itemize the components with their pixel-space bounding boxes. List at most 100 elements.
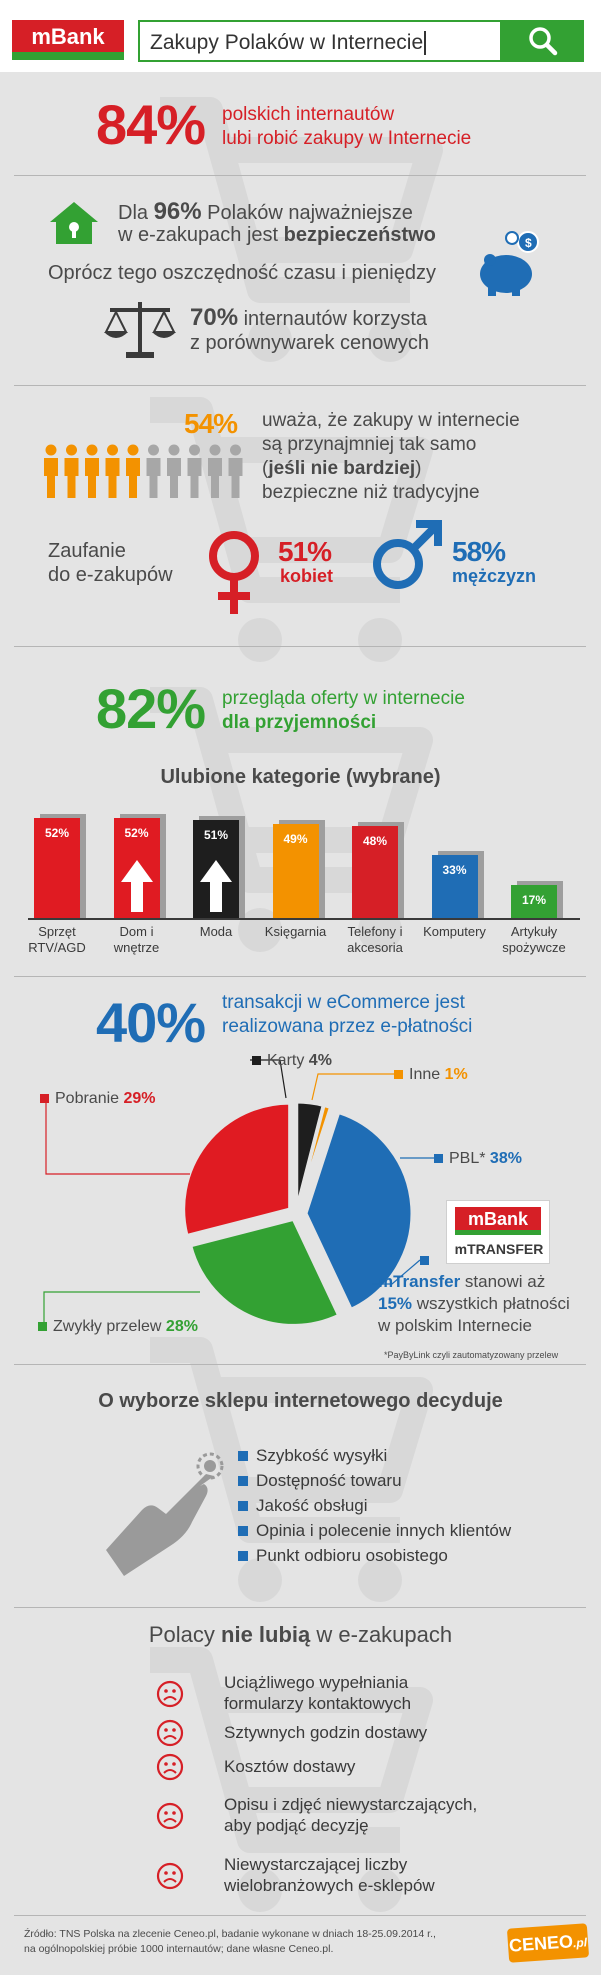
up-arrow-icon: [200, 860, 232, 912]
pie-leader-line: [372, 1259, 421, 1285]
bullet-square: [238, 1451, 248, 1461]
bar-value-label: 49%: [283, 831, 308, 846]
pbl-footnote: *PayByLink czyli zautomatyzowany przelew: [384, 1350, 559, 1360]
female-symbol-icon: [209, 531, 259, 614]
stat-82-line2: dla przyjemności: [222, 712, 377, 733]
bar-value-label: 52%: [44, 826, 70, 840]
savings-line: Oprócz tego oszczędność czasu i pieniędz…: [48, 262, 436, 284]
stat-84-line1: polskich internautów: [222, 104, 395, 125]
sad-face-icon: [156, 1719, 184, 1747]
person-icon: [64, 444, 79, 498]
pie-leader-line: [43, 1291, 200, 1322]
text-caret: [424, 31, 427, 56]
pie-label-karty: Karty 4%: [252, 1052, 332, 1070]
piggy-bank-icon: $: [480, 231, 539, 296]
dislike-item: Uciążliwego wypełniania formularzy kontak…: [224, 1673, 412, 1713]
pie-slice: [188, 1217, 341, 1327]
trust-label-line1: Zaufanie: [48, 540, 126, 562]
mtransfer-marker: [420, 1256, 429, 1265]
stat-40-pct: 40%: [96, 991, 206, 1054]
person-icon: [105, 444, 120, 498]
dislike-item: Kosztów dostawy: [224, 1757, 356, 1776]
male-symbol-icon: [373, 520, 442, 589]
stat-84-line2: lubi robić zakupy w Internecie: [222, 128, 472, 149]
bullet-square: [238, 1476, 248, 1486]
source-line1: Źródło: TNS Polska na zlecenie Ceneo.pl,…: [24, 1928, 436, 1940]
svg-text:$: $: [525, 236, 532, 250]
mtransfer-logo-bottom: mTRANSFER: [454, 1241, 544, 1257]
divider: [14, 1364, 586, 1365]
pie-slice: [304, 1110, 414, 1312]
stat-40-line2: realizowana przez e-płatności: [222, 1016, 473, 1037]
bar: [431, 854, 478, 918]
security-line1: Dla 96% Polaków najważniejsze: [118, 198, 413, 225]
bullet-square: [238, 1501, 248, 1511]
sad-face-icon: [156, 1753, 184, 1781]
cart-watermark-icon: [150, 1337, 433, 1602]
choice-criterion-item: Punkt odbioru osobistego: [238, 1546, 448, 1566]
bar-category-label: Komputery: [423, 924, 486, 939]
stat-82-pct: 82%: [96, 677, 206, 740]
mtransfer-line2: 15% wszystkich płatności: [378, 1294, 570, 1313]
trust-label-line2: do e-zakupów: [48, 564, 173, 586]
source-line2: na ogólnopolskiej próbie 1000 internautó…: [24, 1943, 334, 1955]
women-label: kobiet: [280, 566, 334, 586]
bar-chart-title: Ulubione kategorie (wybrane): [160, 766, 441, 788]
person-icon: [146, 444, 161, 498]
header-bar: mBank Zakupy Polaków w Internecie: [0, 0, 601, 72]
bar-category-label: Dom i wnętrze: [113, 924, 160, 955]
sad-face-icon: [156, 1802, 184, 1830]
divider: [14, 175, 586, 176]
bar-value-label: 51%: [203, 827, 229, 842]
up-arrow-icon: [120, 860, 153, 912]
mtransfer-logo: mBank mTRANSFER: [446, 1200, 550, 1264]
search-button[interactable]: [502, 20, 584, 62]
bar: [272, 823, 319, 918]
choice-criterion-item: Opinia i polecenie innych klientów: [238, 1521, 511, 1541]
person-icon: [167, 444, 181, 498]
cart-watermark-icon: [160, 97, 443, 362]
divider: [14, 385, 586, 386]
dislike-item: Sztywnych godzin dostawy: [224, 1723, 428, 1742]
bar-value-label: 33%: [442, 862, 467, 877]
person-icon: [126, 444, 140, 498]
pie-label-pbl: PBL* 38%: [434, 1150, 522, 1168]
cart-watermark-icon: [150, 397, 433, 662]
bar-value-label: 17%: [521, 893, 547, 908]
house-lock-icon: [50, 202, 98, 244]
pie-label-pobranie: Pobranie 29%: [40, 1090, 156, 1108]
bar-value-label: 52%: [124, 826, 149, 840]
bullet-square: [238, 1526, 248, 1536]
safety-line2: są przynajmniej tak samo: [262, 434, 477, 455]
comparison-line1: 70% internautów korzysta: [190, 304, 428, 331]
divider: [14, 1607, 586, 1608]
stat-82-line1: przegląda oferty w internecie: [222, 688, 465, 709]
search-input[interactable]: Zakupy Polaków w Internecie: [138, 20, 502, 62]
bar-category-label: Sprzęt RTV/AGD: [28, 924, 86, 955]
ceneo-logo: CENEO.pl: [506, 1923, 590, 1963]
pie-chart: [43, 1059, 434, 1327]
bullet-square: [238, 1551, 248, 1561]
choice-criterion-item: Jakość obsługi: [238, 1496, 368, 1516]
bar-category-label: Księgarnia: [264, 924, 327, 939]
divider: [14, 1915, 586, 1916]
dislikes-title: Polacy nie lubią w e-zakupach: [148, 1622, 453, 1647]
people-icons: [44, 444, 243, 498]
pie-leader-line: [45, 1100, 190, 1175]
security-line2: w e-zakupach jest bezpieczeństwo: [118, 224, 436, 246]
bar-category-label: Artykuły spożywcze: [502, 924, 566, 955]
divider: [14, 646, 586, 647]
bar: [34, 818, 80, 918]
mtransfer-logo-top: mBank: [455, 1207, 541, 1235]
women-pct: 51%: [278, 536, 332, 567]
bar-category-label: Telefony i akcesoria: [347, 924, 403, 955]
bar-value-label: 48%: [362, 833, 388, 848]
men-pct: 58%: [452, 536, 506, 567]
pie-label-inne: Inne 1%: [394, 1066, 468, 1084]
person-icon: [208, 444, 222, 498]
mbank-logo[interactable]: mBank: [12, 20, 124, 60]
search-icon: [529, 27, 558, 56]
pie-leader-line: [311, 1073, 394, 1101]
dislike-item: Niewystarczającej liczby wielobranżowych …: [224, 1855, 435, 1895]
mtransfer-line1: mTransfer stanowi aż: [378, 1272, 546, 1291]
